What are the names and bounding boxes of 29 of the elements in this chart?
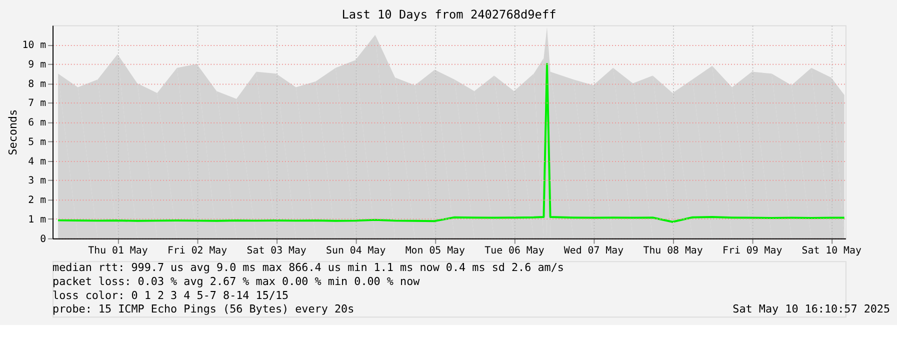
text: median rtt: 999.7 us avg 9.0 ms max 866.4 us min 1.1 ms now 0.4 ms sd 2.6 am/s [52,261,564,274]
y-tick-label: 6 m [28,118,46,129]
x-tick-label: Mon 05 May [405,246,466,257]
y-tick-label: 0 [40,234,46,245]
x-tick-label: Sat 03 May [246,246,306,257]
y-tick-label: 8 m [28,78,46,90]
x-tick-label: Sat 10 May [802,246,862,257]
x-tick-label: Sun 04 May [326,246,386,257]
text: loss color: 0 1 2 3 4 5-7 8-14 15/15 [52,288,289,302]
x-tick-label: Thu 08 May [643,246,703,257]
text: probe: 15 ICMP Echo Pings (56 Bytes) every 20s [52,302,354,316]
line-series [57,62,846,223]
y-axis-title: Seconds [6,109,20,156]
y-tick-label: 9 m [28,59,46,70]
y-tick-label: 10 m [22,40,46,52]
text: packet loss: 0.03 % avg 2.67 % max 0.00 % min 0.00 % now [52,274,420,288]
x-tick-label: Fri 09 May [722,246,782,257]
y-tick-label: 1 m [28,214,46,226]
x-tick-label: Tue 06 May [484,246,544,257]
y-tick-label: 5 m [28,136,46,148]
text: Sat May 10 16:10:57 2025 [732,302,890,316]
x-tick-label: Thu 01 May [88,246,148,257]
y-tick-label: 3 m [28,176,46,187]
y-tick-label: 7 m [28,98,46,110]
x-tick-label: Wed 07 May [564,246,624,257]
y-tick-label: 2 m [28,195,46,206]
chart-title: Last 10 Days from 2402768d9eff [342,7,556,22]
y-tick-label: 4 m [28,156,46,168]
x-tick-label: Fri 02 May [167,246,228,257]
